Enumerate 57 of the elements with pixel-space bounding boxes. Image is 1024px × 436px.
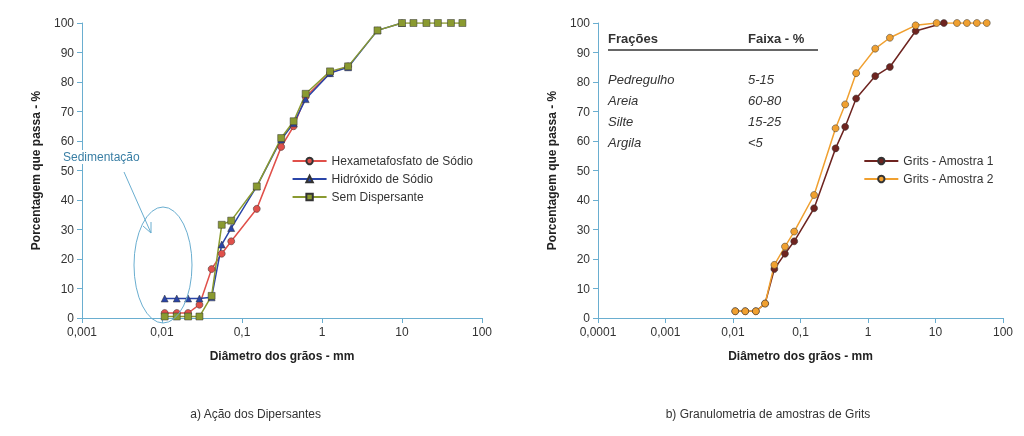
y-tick-label: 70: [576, 104, 591, 119]
y-tick-label: 60: [576, 134, 591, 148]
y-axis-title: Porcentagem que passa - %: [545, 90, 559, 251]
annotation: <5: [748, 135, 764, 150]
x-tick-label: 0,1: [233, 325, 251, 339]
y-tick-label: 90: [576, 45, 591, 60]
legend-label: Hidróxido de Sódio: [331, 172, 434, 186]
y-tick-label: 100: [53, 16, 75, 30]
annotation: 15-25: [748, 114, 783, 129]
annotation: 5-15: [748, 72, 775, 87]
y-tick-label: 0: [67, 311, 75, 325]
annotation: Frações: [608, 31, 658, 46]
y-tick-label: 60: [60, 134, 75, 148]
text: a) Ação dos Dipersantes: [190, 407, 322, 421]
y-tick-label: 100: [569, 16, 591, 30]
y-tick-label: 80: [576, 75, 591, 89]
legend-label: Grits - Amostra 2: [903, 172, 994, 186]
x-tick-label: 0,001: [650, 325, 681, 339]
legend-label: Sem Dispersante: [331, 190, 424, 204]
text: b) Granulometria de amostras de Grits: [665, 407, 871, 421]
y-tick-label: 0: [583, 311, 591, 325]
y-tick-label: 70: [60, 104, 75, 119]
y-tick-label: 50: [60, 163, 75, 178]
x-tick-label: 0,1: [792, 325, 810, 339]
annotation: Argila: [607, 135, 642, 150]
y-tick-label: 40: [576, 193, 591, 207]
annotation: Areia: [607, 93, 639, 108]
annotation: Silte: [608, 114, 634, 129]
x-tick-label: 0,01: [721, 325, 745, 339]
x-tick-label: 1: [864, 325, 872, 339]
y-tick-label: 90: [60, 45, 75, 60]
x-tick-label: 100: [471, 325, 493, 339]
y-tick-label: 20: [60, 252, 75, 266]
annotation: Pedregulho: [608, 72, 675, 87]
x-tick-label: 0,0001: [579, 325, 617, 339]
y-tick-label: 30: [576, 222, 591, 237]
y-tick-label: 30: [60, 222, 75, 237]
y-tick-label: 80: [60, 75, 75, 89]
x-tick-label: 10: [928, 325, 943, 339]
x-tick-label: 100: [992, 325, 1014, 339]
legend-label: Grits - Amostra 1: [903, 154, 994, 168]
x-axis-title: Diâmetro dos grãos - mm: [728, 349, 873, 363]
x-axis-title: Diâmetro dos grãos - mm: [209, 349, 355, 363]
annotation: Faixa - %: [748, 31, 805, 46]
y-tick-label: 40: [60, 193, 75, 207]
legend-label: Hexametafosfato de Sódio: [331, 154, 474, 168]
y-tick-label: 50: [576, 163, 591, 178]
annotation: 60-80: [748, 93, 783, 108]
y-tick-label: 10: [576, 281, 591, 296]
x-tick-label: 0,001: [66, 325, 98, 339]
x-tick-label: 10: [395, 325, 409, 339]
y-axis-title: Porcentagem que passa - %: [29, 90, 43, 251]
x-tick-label: 0,01: [150, 325, 174, 339]
y-tick-label: 20: [576, 252, 591, 266]
y-tick-label: 10: [60, 281, 75, 296]
annotation: Sedimentação: [63, 150, 141, 164]
x-tick-label: 1: [318, 325, 326, 339]
